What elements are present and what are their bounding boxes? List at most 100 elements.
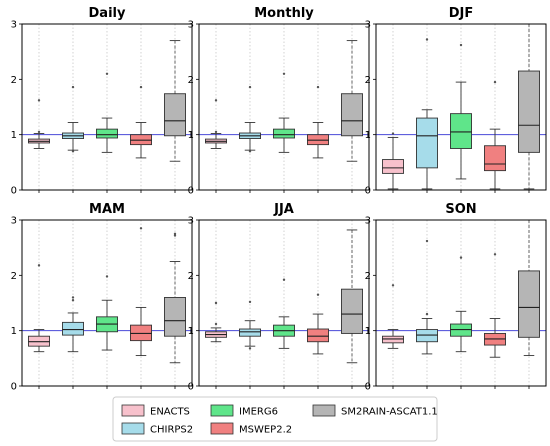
- y-tick-label: 3: [11, 216, 17, 227]
- legend-label: IMERG6: [239, 407, 278, 418]
- flier-point: [425, 312, 429, 316]
- box-body: [382, 159, 404, 174]
- box-sm2rain-ascat1.1: [518, 219, 540, 357]
- box-sm2rain-ascat1.1: [164, 232, 186, 364]
- y-tick-label: 2: [188, 271, 194, 282]
- box-enacts: [382, 132, 404, 190]
- box-body: [96, 128, 118, 139]
- flier-point: [282, 72, 286, 76]
- panel-title: DJF: [449, 6, 474, 21]
- flier-point: [214, 301, 218, 305]
- panel-title: MAM: [89, 202, 125, 217]
- box-imerg6: [273, 72, 295, 153]
- box-mswep2.2: [307, 85, 329, 159]
- y-tick-label: 2: [365, 271, 371, 282]
- y-tick-label: 3: [11, 20, 17, 31]
- box-imerg6: [450, 256, 472, 353]
- box-sm2rain-ascat1.1: [341, 229, 363, 364]
- box-body: [307, 134, 329, 146]
- panel-background: [22, 24, 192, 190]
- chart-legend: ENACTS CHIRPS2 IMERG6 MSWEP2.2 SM2RAIN-ASCAT…: [112, 396, 438, 442]
- box-enacts: [205, 301, 227, 343]
- box-body: [307, 328, 329, 343]
- y-tick-label: 3: [365, 216, 371, 227]
- y-tick-label: 3: [365, 20, 371, 31]
- box-body: [416, 117, 438, 169]
- flier-point: [282, 278, 286, 281]
- box-enacts: [205, 99, 227, 149]
- panel-title: JJA: [273, 202, 294, 217]
- flier-point: [37, 130, 41, 134]
- box-sm2rain-ascat1.1: [164, 40, 186, 162]
- box-mswep2.2: [130, 227, 152, 357]
- legend-swatch: [121, 404, 145, 417]
- flier-point: [173, 234, 177, 237]
- legend-label: ENACTS: [150, 407, 190, 418]
- flier-point: [139, 227, 143, 230]
- panel-background: [199, 220, 369, 386]
- y-tick-label: 1: [11, 326, 17, 337]
- box-body: [518, 270, 540, 338]
- flier-point: [214, 130, 218, 134]
- box-body: [164, 297, 186, 337]
- box-body: [28, 335, 50, 347]
- flier-point: [316, 293, 320, 296]
- legend-item-enacts: ENACTS: [121, 404, 190, 418]
- chart-panels: 0 1 2 3 Daily 0 1 2 3 Monthly 0 1 2 3 DJF 0 1 2 3 MAM 0 1 2 3 JJ…: [11, 6, 547, 393]
- panel-background: [199, 24, 369, 190]
- box-body: [130, 134, 152, 146]
- panel-title: Daily: [89, 6, 126, 21]
- box-body: [382, 335, 404, 344]
- box-mswep2.2: [130, 85, 152, 159]
- y-tick-label: 1: [11, 130, 17, 141]
- box-sm2rain-ascat1.1: [518, 23, 540, 190]
- flier-point: [214, 99, 218, 102]
- flier-point: [391, 132, 395, 135]
- box-imerg6: [273, 278, 295, 349]
- y-tick-label: 0: [365, 186, 371, 197]
- box-body: [164, 93, 186, 137]
- flier-point: [459, 43, 463, 47]
- panel-monthly: 0 1 2 3 Monthly: [188, 6, 370, 197]
- flier-point: [248, 85, 252, 89]
- legend-swatch: [121, 422, 145, 435]
- flier-point: [493, 80, 497, 84]
- box-body: [239, 328, 261, 337]
- y-tick-label: 2: [365, 75, 371, 86]
- y-tick-label: 1: [365, 326, 371, 337]
- flier-point: [105, 275, 109, 278]
- flier-point: [316, 85, 320, 89]
- legend-label: MSWEP2.2: [239, 425, 292, 436]
- box-chirps2: [62, 85, 84, 153]
- legend-item-chirps2: CHIRPS2: [121, 422, 193, 436]
- box-chirps2: [239, 300, 261, 350]
- legend-item-mswep2.2: MSWEP2.2: [210, 422, 292, 436]
- y-tick-label: 0: [11, 382, 17, 393]
- y-tick-label: 0: [188, 186, 194, 197]
- panel-daily: 0 1 2 3 Daily: [11, 6, 193, 197]
- flier-point: [139, 85, 143, 89]
- panel-title: SON: [445, 202, 476, 217]
- y-tick-label: 1: [188, 130, 194, 141]
- flier-point: [105, 72, 109, 76]
- box-sm2rain-ascat1.1: [341, 40, 363, 162]
- y-tick-label: 3: [188, 216, 194, 227]
- box-mswep2.2: [484, 253, 506, 358]
- panel-djf: 0 1 2 3 DJF: [365, 6, 547, 197]
- panel-jja: 0 1 2 3 JJA: [188, 202, 370, 393]
- box-chirps2: [416, 239, 438, 355]
- flier-point: [248, 150, 252, 153]
- y-tick-label: 1: [188, 326, 194, 337]
- flier-point: [391, 284, 395, 287]
- panel-background: [376, 220, 546, 386]
- flier-point: [71, 150, 75, 153]
- flier-point: [71, 85, 75, 89]
- flier-point: [71, 296, 75, 299]
- flier-point: [173, 232, 177, 236]
- legend-swatch: [210, 404, 234, 417]
- legend-frame: [112, 396, 438, 442]
- flier-point: [459, 256, 463, 259]
- legend-label: CHIRPS2: [150, 425, 193, 436]
- flier-point: [214, 322, 218, 326]
